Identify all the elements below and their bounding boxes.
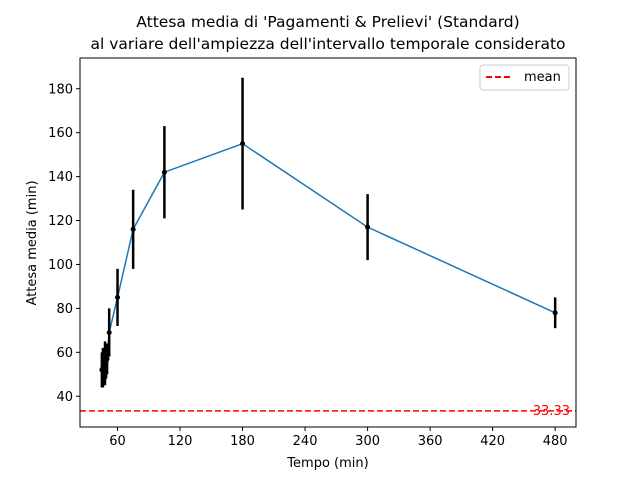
plot-content: 33.33 [80,77,576,419]
y-tick-label: 60 [56,346,73,361]
y-axis-label: Attesa media (min) [25,180,40,305]
data-point [161,169,167,175]
data-point [240,141,246,147]
data-point [104,356,110,362]
chart-title: Attesa media di 'Pagamenti & Prelievi' (… [136,13,519,31]
data-point [365,224,371,230]
y-tick-label: 120 [48,214,73,229]
y-tick-label: 160 [48,126,73,141]
legend-box [479,64,570,91]
data-point [130,226,136,232]
data-point [106,330,112,336]
chart-subtitle: al variare dell'ampiezza dell'intervallo… [90,35,565,53]
y-tick-label: 80 [56,302,73,317]
x-tick-label: 480 [543,434,568,449]
y-tick-label: 140 [48,170,73,185]
x-tick-label: 300 [355,434,380,449]
y-tick-label: 100 [48,258,73,273]
x-tick-label: 240 [293,434,318,449]
y-tick-label: 180 [48,82,73,97]
mean-value-label: 33.33 [533,404,570,419]
data-point [115,294,121,300]
y-tick-label: 40 [56,390,73,405]
data-point [552,310,558,316]
x-axis-label: Tempo (min) [286,456,368,471]
x-tick-label: 360 [418,434,443,449]
x-axis-ticks: 60 120 180 240 300 360 420 480 [109,427,568,449]
x-tick-label: 420 [480,434,505,449]
legend: mean [479,64,570,91]
x-tick-label: 60 [109,434,126,449]
x-tick-label: 120 [168,434,193,449]
plot-frame [79,57,577,428]
legend-mean-label: mean [524,70,561,85]
x-tick-label: 180 [230,434,255,449]
y-axis-ticks: 40 60 80 100 120 140 160 180 [48,82,80,405]
